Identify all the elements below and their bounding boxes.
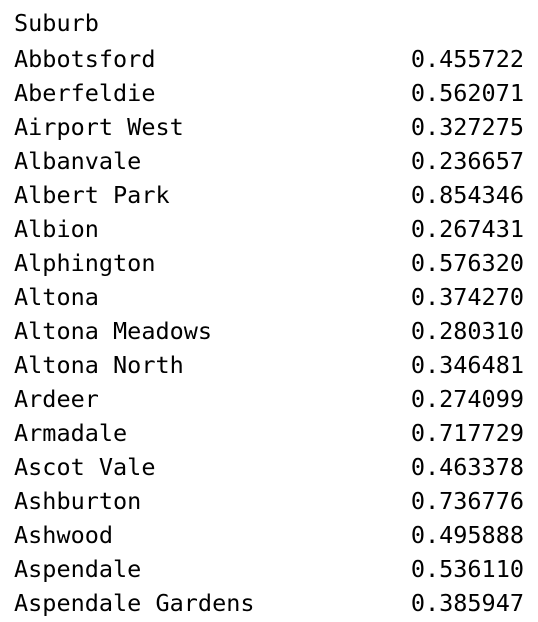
suburb-name: Aspendale bbox=[14, 555, 142, 583]
suburb-name: Ashwood bbox=[14, 521, 114, 549]
suburb-name: Albanvale bbox=[14, 147, 142, 175]
series-row: Albert Park 0.854346 bbox=[14, 178, 524, 212]
series-row: Aberfeldie 0.562071 bbox=[14, 76, 524, 110]
series-row: Alphington 0.576320 bbox=[14, 246, 524, 280]
suburb-name: Albert Park bbox=[14, 181, 170, 209]
suburb-value: 0.562071 bbox=[410, 79, 524, 107]
series-rows: Abbotsford 0.455722 Aberfeldie 0.562071 Airp… bbox=[14, 42, 524, 620]
suburb-value: 0.495888 bbox=[410, 521, 524, 549]
series-row: Abbotsford 0.455722 bbox=[14, 42, 524, 76]
suburb-value: 0.536110 bbox=[410, 555, 524, 583]
suburb-name: Aspendale Gardens bbox=[14, 589, 255, 617]
suburb-name: Albion bbox=[14, 215, 99, 243]
series-row: Albion 0.267431 bbox=[14, 212, 524, 246]
series-row: Altona North 0.346481 bbox=[14, 348, 524, 382]
series-row: Altona Meadows 0.280310 bbox=[14, 314, 524, 348]
suburb-name: Alphington bbox=[14, 249, 156, 277]
suburb-name: Altona North bbox=[14, 351, 184, 379]
suburb-value: 0.274099 bbox=[410, 385, 524, 413]
series-row: Ashburton 0.736776 bbox=[14, 484, 524, 518]
suburb-name: Ascot Vale bbox=[14, 453, 156, 481]
suburb-value: 0.854346 bbox=[410, 181, 524, 209]
suburb-value: 0.736776 bbox=[410, 487, 524, 515]
suburb-value: 0.576320 bbox=[410, 249, 524, 277]
series-row: Armadale 0.717729 bbox=[14, 416, 524, 450]
suburb-name: Armadale bbox=[14, 419, 128, 447]
suburb-name: Ashburton bbox=[14, 487, 142, 515]
suburb-value: 0.346481 bbox=[410, 351, 524, 379]
suburb-value: 0.327275 bbox=[410, 113, 524, 141]
series-output: Suburb Abbotsford 0.455722 Aberfeldie 0.562… bbox=[14, 8, 524, 620]
series-row: Ashwood 0.495888 bbox=[14, 518, 524, 552]
suburb-name: Airport West bbox=[14, 113, 184, 141]
suburb-name: Altona bbox=[14, 283, 99, 311]
suburb-name: Altona Meadows bbox=[14, 317, 213, 345]
series-row: Aspendale 0.536110 bbox=[14, 552, 524, 586]
suburb-value: 0.374270 bbox=[410, 283, 524, 311]
suburb-name: Aberfeldie bbox=[14, 79, 156, 107]
series-row: Ascot Vale 0.463378 bbox=[14, 450, 524, 484]
series-row: Aspendale Gardens 0.385947 bbox=[14, 586, 524, 620]
suburb-name: Abbotsford bbox=[14, 45, 156, 73]
index-name-header: Suburb bbox=[14, 9, 99, 37]
series-row: Airport West 0.327275 bbox=[14, 110, 524, 144]
series-row: Ardeer 0.274099 bbox=[14, 382, 524, 416]
suburb-name: Ardeer bbox=[14, 385, 99, 413]
suburb-value: 0.267431 bbox=[410, 215, 524, 243]
series-row: Altona 0.374270 bbox=[14, 280, 524, 314]
suburb-value: 0.463378 bbox=[410, 453, 524, 481]
suburb-value: 0.280310 bbox=[410, 317, 524, 345]
suburb-value: 0.236657 bbox=[410, 147, 524, 175]
series-row: Albanvale 0.236657 bbox=[14, 144, 524, 178]
suburb-value: 0.717729 bbox=[410, 419, 524, 447]
suburb-value: 0.455722 bbox=[410, 45, 524, 73]
suburb-value: 0.385947 bbox=[410, 589, 524, 617]
